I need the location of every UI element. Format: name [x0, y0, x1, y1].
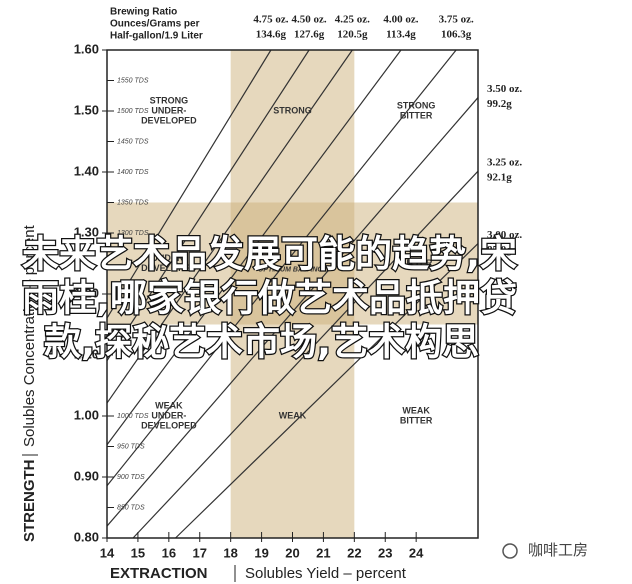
- x-tick-label: 20: [285, 545, 299, 560]
- ratio-grams: 92.1g: [487, 172, 512, 184]
- watermark: 咖啡工房: [502, 542, 588, 559]
- ratio-oz: 3.75 oz.: [439, 14, 474, 26]
- ratio-oz: 4.75 oz.: [253, 14, 288, 26]
- ratio-oz: 4.00 oz.: [383, 14, 418, 26]
- y-tick-label: 1.10: [74, 346, 99, 361]
- tds-label: 1500 TDS: [117, 108, 149, 115]
- x-tick-label: 14: [100, 545, 115, 560]
- zone-label: DEVELOPED: [141, 115, 197, 125]
- watermark-text: 咖啡工房: [528, 542, 588, 559]
- ratio-line: [106, 49, 402, 446]
- y-tick-label: 1.00: [74, 407, 99, 422]
- zone-label: WEAK: [279, 410, 307, 420]
- zone-label: DEVELOPED: [141, 263, 197, 273]
- x-tick-label: 19: [254, 545, 268, 560]
- ratio-line: [132, 170, 479, 539]
- ratio-oz: 4.25 oz.: [335, 14, 370, 26]
- y-axis-subtitle: Solubles Concentration – percent: [21, 224, 38, 447]
- y-tick-label: 1.50: [74, 102, 99, 117]
- ratio-line: [175, 243, 479, 539]
- x-tick-label: 24: [409, 545, 424, 560]
- zone-label: BITTER: [400, 110, 433, 120]
- ratio-line: [106, 49, 310, 361]
- x-tick-label: 23: [378, 545, 392, 560]
- ratio-grams: 99.2g: [487, 98, 512, 110]
- ratio-oz: 3.50 oz.: [487, 83, 522, 95]
- header: Half-gallon/1.9 Liter: [110, 31, 203, 42]
- overlay-caption: 款,探秘艺术市场,艺术构思: [44, 321, 479, 364]
- x-tick-label: 15: [131, 545, 145, 560]
- tds-label: 1450 TDS: [117, 138, 149, 145]
- tds-label: 1350 TDS: [117, 199, 149, 206]
- tds-label: 1000 TDS: [117, 413, 149, 420]
- zone-label: WEAK: [155, 400, 183, 410]
- zone-label: UNDER-: [151, 253, 186, 263]
- x-tick-label: 18: [223, 545, 237, 560]
- y-axis-title-group: STRENGTH Solubles Concentration – percen…: [21, 224, 38, 542]
- tds-label: 950 TDS: [117, 443, 145, 450]
- tds-label: 1400 TDS: [117, 169, 149, 176]
- x-axis-subtitle: Solubles Yield – percent: [245, 565, 407, 582]
- zone-label: WEAK: [402, 405, 430, 415]
- header: Ounces/Grams per: [110, 19, 200, 30]
- zone-label: UNDER-: [151, 410, 186, 420]
- tds-label: 1300 TDS: [117, 230, 149, 237]
- zone-label: STRONG: [397, 100, 436, 110]
- x-tick-label: 21: [316, 545, 330, 560]
- zone-label: STRONG: [273, 105, 312, 115]
- ratio-line: [106, 49, 353, 404]
- zone-label: BITTER: [400, 415, 433, 425]
- zone-label: BITTER: [400, 258, 433, 268]
- tds-label: 1550 TDS: [117, 77, 149, 84]
- ratio-grams: 113.4g: [386, 29, 416, 41]
- ratio-oz: 4.50 oz.: [292, 14, 327, 26]
- y-tick-label: 0.90: [74, 468, 99, 483]
- y-tick-label: 1.20: [74, 285, 99, 300]
- ratio-oz: 3.25 oz.: [487, 157, 522, 169]
- y-axis-title: STRENGTH: [21, 460, 38, 543]
- tds-label: 900 TDS: [117, 474, 145, 481]
- zone-label: DEVELOPED: [141, 420, 197, 430]
- x-tick-label: 22: [347, 545, 361, 560]
- ratio-grams: 120.5g: [337, 29, 368, 41]
- tds-label: 850 TDS: [117, 504, 145, 511]
- x-tick-label: 17: [193, 545, 207, 560]
- ratio-line: [106, 49, 457, 487]
- y-tick-label: 1.30: [74, 224, 99, 239]
- zone-label: OPTIMUM BALANCE: [258, 266, 328, 273]
- overlay-caption: 雨桂,哪家银行做艺术品抵押贷: [22, 277, 517, 320]
- y-tick-label: 1.40: [74, 163, 99, 178]
- zone-label: UNDER-: [151, 105, 186, 115]
- ratio-grams: 127.6g: [294, 29, 325, 41]
- ratio-line: [106, 97, 479, 527]
- x-axis-title: EXTRACTION: [110, 565, 208, 582]
- overlay-caption: 未来艺术品发展可能的趋势,宋: [22, 233, 517, 276]
- ratio-grams: 106.3g: [441, 29, 472, 41]
- watermark-icon: [502, 543, 518, 559]
- ratio-grams: 85.0g: [487, 244, 512, 256]
- ratio-line: [106, 49, 272, 319]
- ratio-grams: 134.6g: [256, 29, 287, 41]
- zone-label: STRONG: [150, 95, 189, 105]
- x-tick-label: 16: [162, 545, 176, 560]
- header: Brewing Ratio: [110, 7, 177, 18]
- ratio-oz: 3.00 oz.: [487, 229, 522, 241]
- y-tick-label: 0.80: [74, 529, 99, 544]
- y-tick-label: 1.60: [74, 41, 99, 56]
